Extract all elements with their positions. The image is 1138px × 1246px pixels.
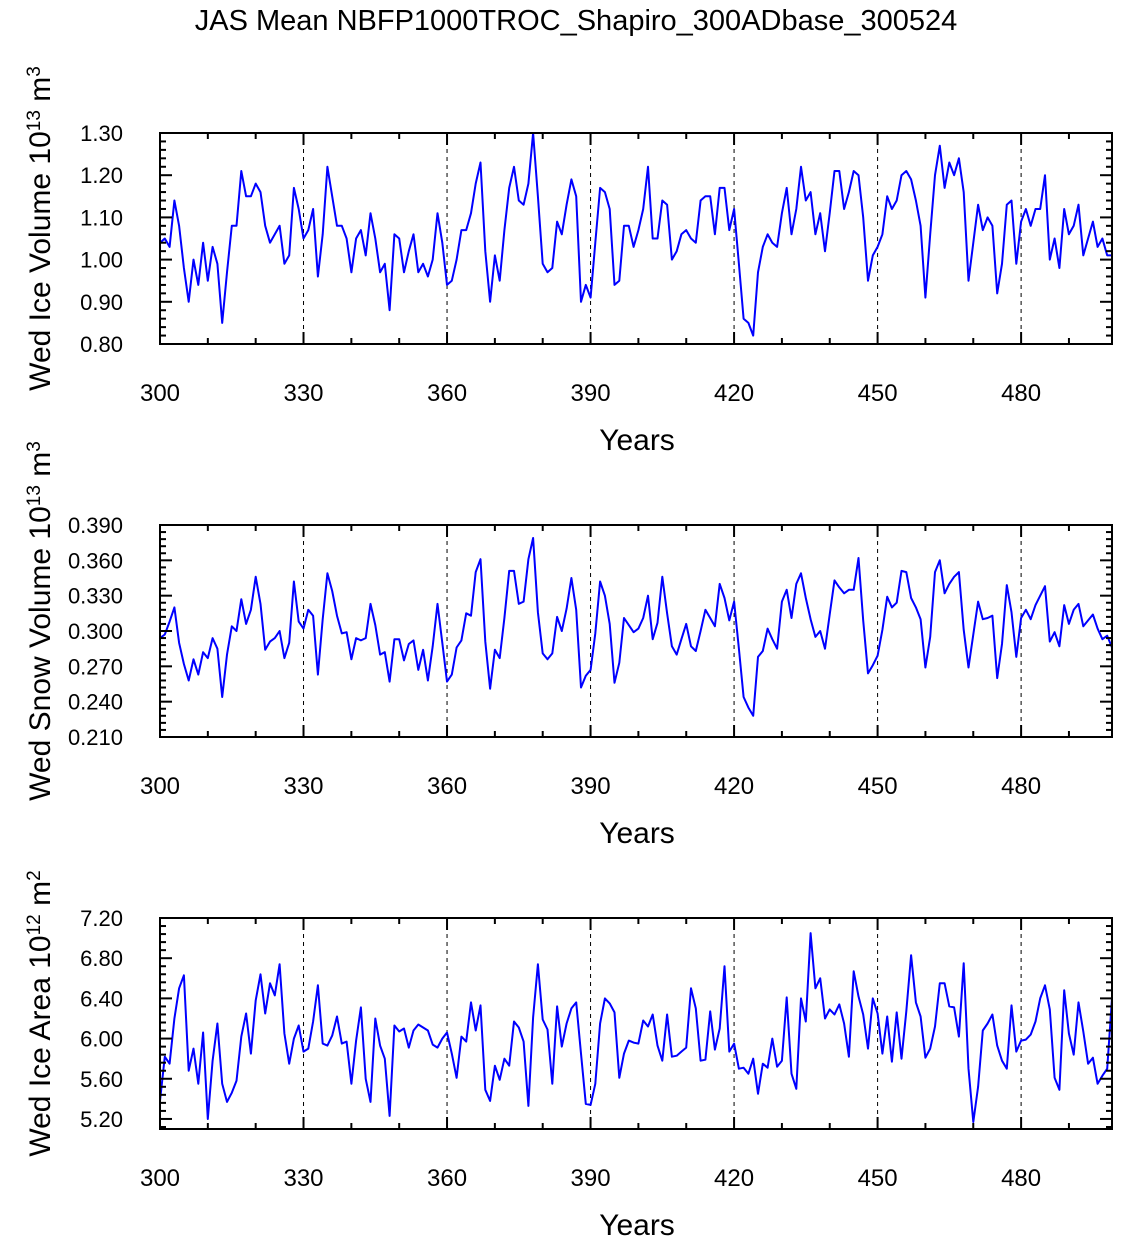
y-tick-label: 0.300 (68, 619, 123, 644)
x-tick-label: 360 (427, 773, 467, 800)
x-tick-label: 300 (140, 1165, 180, 1192)
x-tick-label: 300 (140, 773, 180, 800)
x-tick-label: 420 (714, 773, 754, 800)
y-axis-label-exp: 13 (24, 485, 45, 506)
y-tick-label: 6.80 (80, 946, 123, 971)
y-axis-label-unit: m (24, 452, 57, 485)
y-tick-label: 6.00 (80, 1027, 123, 1052)
x-tick-label: 360 (427, 380, 467, 407)
y-axis-label-exp: 12 (24, 914, 45, 935)
y-tick-label: 1.20 (80, 163, 123, 188)
y-tick-label: 5.20 (80, 1107, 123, 1132)
y-axis-label-unit: m (24, 881, 57, 914)
x-tick-label: 390 (571, 773, 611, 800)
x-tick-label: 300 (140, 380, 180, 407)
y-axis-label-text: Wed Snow Volume (24, 548, 57, 801)
y-axis-label: Wed Ice Area 1012 m2 (24, 870, 58, 1156)
x-tick-label: 360 (427, 1165, 467, 1192)
y-axis-label: Wed Ice Volume 1013 m3 (24, 66, 58, 391)
x-tick-label: 390 (571, 1165, 611, 1192)
y-axis-label-text: Wed Ice Volume (24, 173, 57, 391)
x-tick-label: 390 (571, 380, 611, 407)
x-tick-label: 420 (714, 380, 754, 407)
y-tick-label: 0.330 (68, 584, 123, 609)
y-axis-label-base: 10 (24, 506, 57, 548)
y-tick-label: 7.20 (80, 906, 123, 931)
plot-frame (159, 917, 1113, 1130)
x-tick-label: 450 (858, 380, 898, 407)
y-axis-label-unit-exp: 2 (24, 870, 45, 881)
x-tick-label: 420 (714, 1165, 754, 1192)
x-tick-label: 450 (858, 773, 898, 800)
x-tick-label: 330 (283, 773, 323, 800)
x-tick-label: 480 (1001, 1165, 1041, 1192)
x-tick-label: 330 (283, 1165, 323, 1192)
x-tick-label: 480 (1001, 773, 1041, 800)
y-axis-label-unit: m (24, 77, 57, 110)
y-axis-label-exp: 13 (24, 110, 45, 131)
y-tick-label: 6.40 (80, 986, 123, 1011)
y-tick-label: 0.390 (68, 513, 123, 538)
y-tick-label: 0.360 (68, 548, 123, 573)
y-tick-label: 0.240 (68, 690, 123, 715)
data-series-line (159, 932, 1113, 1123)
y-axis-label-base: 10 (24, 935, 57, 977)
plot-frame (159, 132, 1113, 345)
panel-3: 300 330 360 390 420 450 480 5.20 5.60 6.00 6.40 6.8… (24, 870, 1113, 1242)
x-tick-label: 450 (858, 1165, 898, 1192)
y-tick-label: 0.210 (68, 725, 123, 750)
y-tick-label: 1.30 (80, 121, 123, 146)
panel-1: 300 330 360 390 420 450 480 0.80 0.90 1.00 1.10 1.2… (24, 66, 1113, 457)
y-tick-label: 0.80 (80, 332, 123, 357)
y-axis-label-text: Wed Ice Area (24, 977, 57, 1157)
x-tick-label: 480 (1001, 380, 1041, 407)
y-tick-label: 0.90 (80, 290, 123, 315)
chart-title: JAS Mean NBFP1000TROC_Shapiro_300ADbase_… (195, 5, 958, 37)
y-tick-label: 1.00 (80, 248, 123, 273)
y-tick-label: 0.270 (68, 654, 123, 679)
data-series-line (159, 132, 1112, 337)
x-axis-label: Years (599, 424, 675, 457)
x-tick-label: 330 (283, 380, 323, 407)
y-axis-label-unit-exp: 3 (24, 66, 45, 77)
y-axis-label: Wed Snow Volume 1013 m3 (24, 441, 58, 801)
y-tick-label: 5.60 (80, 1067, 123, 1092)
y-tick-label: 1.10 (80, 205, 123, 230)
y-axis-label-unit-exp: 3 (24, 441, 45, 452)
panel-2: 300 330 360 390 420 450 480 0.210 0.240 0.270 0.30… (24, 441, 1113, 850)
x-axis-label: Years (599, 817, 675, 850)
y-axis-label-base: 10 (24, 131, 57, 173)
data-series-line (159, 537, 1113, 717)
x-axis-label: Years (599, 1209, 675, 1241)
